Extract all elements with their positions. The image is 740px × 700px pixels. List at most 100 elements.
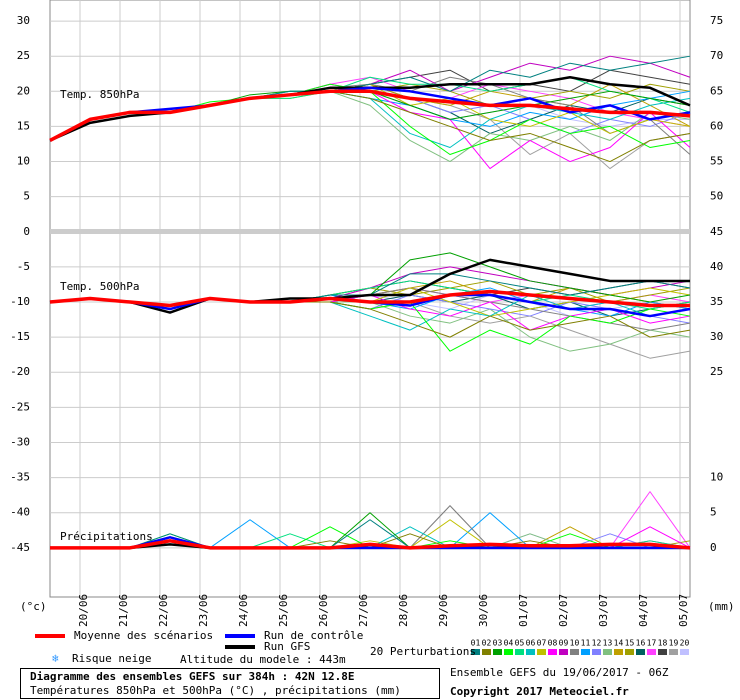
- panel-label: Précipitations: [60, 530, 153, 543]
- y-unit: (°c): [20, 600, 47, 613]
- x-tick-label: 23/06: [197, 594, 210, 627]
- y-tick-label: 20: [17, 84, 30, 97]
- y2-tick-label: 30: [710, 330, 723, 343]
- y2-tick-label: 5: [710, 506, 717, 519]
- x-tick-label: 22/06: [157, 594, 170, 627]
- info-box: [20, 668, 440, 699]
- x-tick-label: 25/06: [277, 594, 290, 627]
- y-tick-label: 15: [17, 119, 30, 132]
- legend-label: Run GFS: [264, 640, 310, 653]
- y-tick-label: -5: [17, 260, 30, 273]
- lines: [49, 55, 691, 550]
- snow-label: Risque neige: [72, 652, 151, 665]
- legend-label: 18: [658, 639, 668, 648]
- legend-label: 07: [537, 639, 547, 648]
- legend-label: 17: [647, 639, 657, 648]
- legend-label: 05: [515, 639, 525, 648]
- legend-label: 11: [581, 639, 591, 648]
- legend-swatch: [537, 649, 546, 655]
- y-tick-label: -25: [10, 400, 30, 413]
- y2-tick-label: 0: [710, 541, 717, 554]
- y-tick-label: -20: [10, 365, 30, 378]
- legend-label: 13: [603, 639, 613, 648]
- legend-swatch: [658, 649, 667, 655]
- legend-label: 19: [669, 639, 679, 648]
- series-line: [49, 89, 691, 143]
- legend-label: 02: [482, 639, 492, 648]
- legend-swatch: [614, 649, 623, 655]
- legend-swatch: [669, 649, 678, 655]
- x-tick-label: 05/07: [677, 594, 690, 627]
- x-tick-label: 02/07: [557, 594, 570, 627]
- legend-label: 01: [471, 639, 481, 648]
- y-tick-label: 25: [17, 49, 30, 62]
- x-tick-label: 01/07: [517, 594, 530, 627]
- legend-swatch: [581, 649, 590, 655]
- legend-label: 08: [548, 639, 558, 648]
- copyright: Copyright 2017 Meteociel.fr: [450, 685, 629, 698]
- legend-swatch: [625, 649, 634, 655]
- legend-swatch: [647, 649, 656, 655]
- y-tick-label: -45: [10, 541, 30, 554]
- y-tick-label: -35: [10, 471, 30, 484]
- legend-swatch: [471, 649, 480, 655]
- y2-tick-label: 55: [710, 155, 723, 168]
- legend: Moyenne des scénarios Run de contrôleRun …: [35, 629, 689, 655]
- x-tick-label: 27/06: [357, 594, 370, 627]
- y2-tick-label: 25: [710, 365, 723, 378]
- y2-tick-label: 45: [710, 225, 723, 238]
- x-tick-label: 20/06: [77, 594, 90, 627]
- panel-label: Temp. 500hPa: [60, 280, 139, 293]
- legend-swatch: [504, 649, 513, 655]
- y-tick-label: -10: [10, 295, 30, 308]
- legend-label: 14: [614, 639, 624, 648]
- legend-swatch: [493, 649, 502, 655]
- legend-label: 10: [570, 639, 580, 648]
- y2-tick-label: 35: [710, 295, 723, 308]
- legend-label: 20: [680, 639, 690, 648]
- y2-tick-label: 65: [710, 84, 723, 97]
- legend-swatch: [636, 649, 645, 655]
- legend-label: 06: [526, 639, 536, 648]
- y2-tick-label: 40: [710, 260, 723, 273]
- perturbations-label: 20 Perturbations: [370, 645, 476, 658]
- legend-swatch: [548, 649, 557, 655]
- x-tick-label: 03/07: [597, 594, 610, 627]
- plot-frame: [49, 0, 691, 598]
- legend-swatch: [592, 649, 601, 655]
- y-tick-label: 30: [17, 14, 30, 27]
- x-tick-label: 28/06: [397, 594, 410, 627]
- y-tick-label: 0: [23, 225, 30, 238]
- legend-swatch: [570, 649, 579, 655]
- x-tick-label: 24/06: [237, 594, 250, 627]
- y2-tick-label: 75: [710, 14, 723, 27]
- legend-swatch: [482, 649, 491, 655]
- legend-label: Moyenne des scénarios: [74, 629, 213, 642]
- run-info: Ensemble GEFS du 19/06/2017 - 06Z: [450, 666, 669, 679]
- legend-swatch: [559, 649, 568, 655]
- snow-icon: ❄: [52, 652, 59, 665]
- box-subtitle: Températures 850hPa et 500hPa (°C) , pré…: [30, 684, 401, 697]
- series-line: [49, 258, 690, 314]
- box-title: Diagramme des ensembles GEFS sur 384h : …: [30, 670, 355, 683]
- legend-label: 09: [559, 639, 569, 648]
- legend-label: 16: [636, 639, 646, 648]
- x-tick-label: 21/06: [117, 594, 130, 627]
- legend-label: 04: [504, 639, 514, 648]
- legend-swatch: [603, 649, 612, 655]
- legend-label: 03: [493, 639, 503, 648]
- series-line: [50, 539, 691, 550]
- altitude: Altitude du modele : 443m: [180, 653, 346, 666]
- x-tick-label: 26/06: [317, 594, 330, 627]
- y2-tick-label: 10: [710, 471, 723, 484]
- legend-label: 12: [592, 639, 602, 648]
- y2-unit: (mm): [708, 600, 735, 613]
- x-tick-label: 04/07: [637, 594, 650, 627]
- legend-swatch: [526, 649, 535, 655]
- legend-swatch: [515, 649, 524, 655]
- y-tick-label: -30: [10, 435, 30, 448]
- legend-label: Run de contrôle: [264, 629, 363, 642]
- legend-label: 15: [625, 639, 635, 648]
- panel-label: Temp. 850hPa: [60, 88, 139, 101]
